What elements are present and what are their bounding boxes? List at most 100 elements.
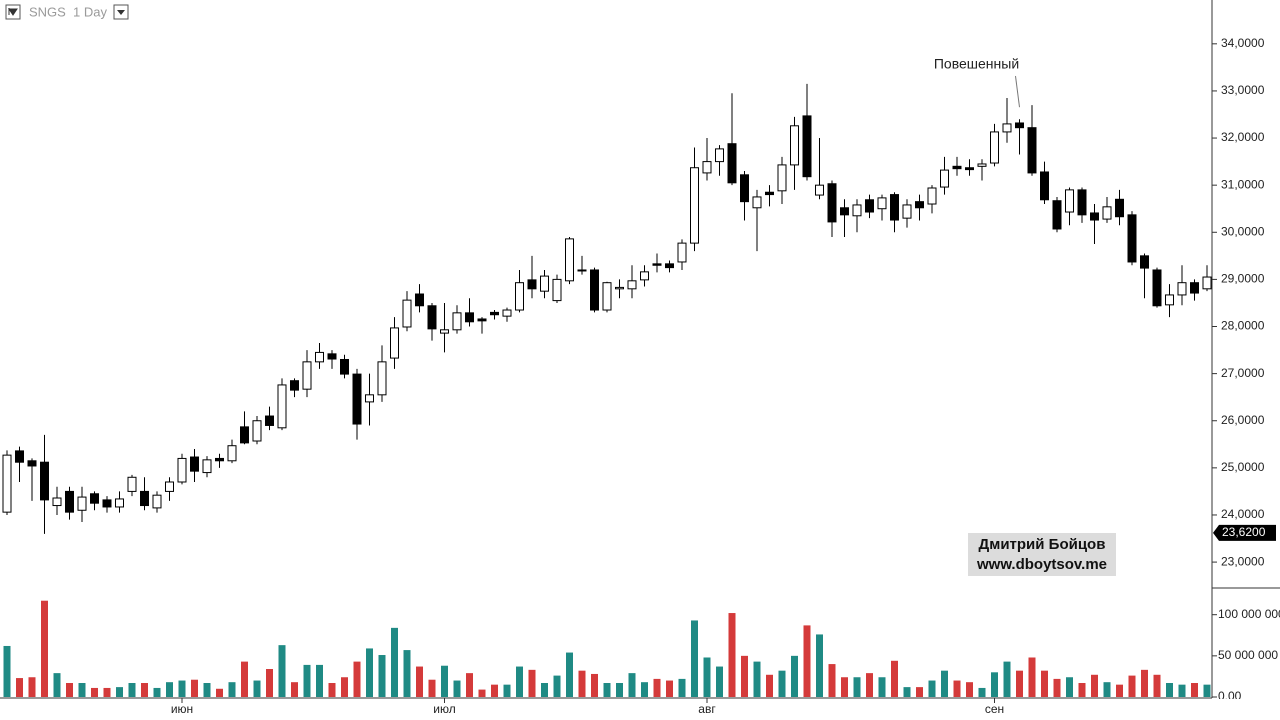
volume-bar: [116, 687, 123, 697]
candle-body: [552, 278, 562, 302]
candle-body: [102, 499, 112, 508]
volume-bar: [28, 677, 36, 697]
volume-bar: [653, 678, 661, 697]
candle-body: [1165, 294, 1174, 306]
candle-body: [465, 312, 474, 323]
volume-bar: [1153, 674, 1161, 697]
volume-bar: [316, 664, 323, 697]
x-tick-label: авг: [698, 702, 716, 716]
candle-body: [77, 496, 87, 511]
volume-bar: [291, 682, 298, 697]
candle-body: [190, 456, 199, 472]
candle-body: [177, 457, 187, 483]
volume-bar: [128, 683, 136, 697]
volume-bar: [591, 673, 598, 697]
candle-body: [1015, 122, 1024, 129]
candle-body: [252, 420, 262, 442]
candle-body: [115, 498, 124, 508]
volume-tick-label: 50 000 000: [1218, 648, 1278, 662]
volume-bar: [928, 680, 936, 697]
candle-body: [565, 238, 574, 282]
volume-bar: [166, 682, 173, 697]
candle-body: [990, 131, 999, 164]
candle-body: [602, 282, 612, 311]
volume-bar: [328, 683, 336, 697]
candle-body: [1190, 282, 1199, 294]
volume-bar: [416, 666, 423, 697]
candle-body: [790, 125, 799, 166]
watermark-box: [968, 533, 1116, 576]
candle-body: [752, 196, 762, 209]
volume-bar: [428, 679, 436, 697]
candle-body: [477, 318, 487, 322]
y-tick-label: 30,0000: [1221, 224, 1265, 238]
candle-body: [140, 490, 149, 507]
volume-bar: [1091, 674, 1098, 697]
volume-bar: [703, 657, 711, 697]
candle-body: [1115, 198, 1124, 218]
volume-bar: [716, 666, 723, 697]
volume-bar: [253, 680, 261, 697]
y-tick-label: 34,0000: [1221, 36, 1265, 50]
volume-bar: [941, 670, 948, 697]
volume-bar: [1116, 684, 1123, 697]
volume-bar: [516, 666, 523, 697]
annotation-pointer: [1015, 75, 1020, 108]
x-tick-label: июн: [171, 702, 193, 716]
candle-body: [1127, 214, 1137, 263]
candle-body: [1027, 127, 1037, 174]
candle-body: [902, 204, 912, 219]
volume-bar: [678, 678, 686, 697]
candle-body: [377, 361, 387, 396]
volume-bar: [741, 655, 748, 697]
y-tick-label: 24,0000: [1221, 507, 1265, 521]
volume-bar: [391, 627, 398, 697]
candle-body: [2, 454, 12, 513]
volume-bar: [341, 677, 348, 697]
candle-body: [427, 305, 437, 330]
volume-bar: [278, 645, 286, 697]
candle-body: [652, 263, 662, 266]
y-tick-label: 28,0000: [1221, 319, 1265, 333]
volume-bar: [266, 669, 273, 697]
y-tick-label: 23,0000: [1221, 554, 1265, 568]
candle-body: [440, 329, 449, 334]
candle-body: [302, 361, 312, 390]
volume-bar: [1178, 684, 1186, 697]
candle-body: [277, 384, 287, 429]
candle-body: [1140, 255, 1149, 269]
volume-bar: [178, 680, 186, 697]
candle-body: [677, 242, 687, 263]
volume-bar: [141, 683, 148, 697]
volume-bar: [953, 680, 961, 697]
volume-bar: [203, 683, 211, 697]
candle-body: [915, 201, 924, 209]
volume-bar: [616, 683, 623, 697]
candle-body: [765, 191, 774, 196]
candle-body: [490, 311, 499, 316]
candle-body: [65, 490, 74, 513]
candle-body: [865, 199, 874, 213]
volume-bar: [353, 661, 361, 697]
volume-bar: [778, 670, 786, 697]
volume-bar: [553, 675, 561, 697]
volume-bar: [641, 682, 648, 697]
candle-body: [202, 459, 212, 474]
candle-body: [52, 497, 62, 507]
volume-bar: [303, 664, 311, 697]
candle-body: [415, 293, 424, 307]
candle-body: [852, 204, 862, 217]
candle-body: [502, 309, 512, 317]
candle-body: [290, 380, 299, 391]
last-price-label: 23,6200: [1222, 525, 1266, 539]
volume-bar: [1053, 678, 1061, 697]
y-tick-label: 32,0000: [1221, 130, 1265, 144]
candle-body: [90, 493, 99, 504]
candle-body: [352, 373, 362, 425]
candle-body: [240, 426, 249, 444]
candle-body: [515, 282, 524, 311]
volume-bar: [1078, 683, 1086, 697]
volume-bar: [728, 613, 736, 697]
volume-bar: [541, 683, 548, 697]
